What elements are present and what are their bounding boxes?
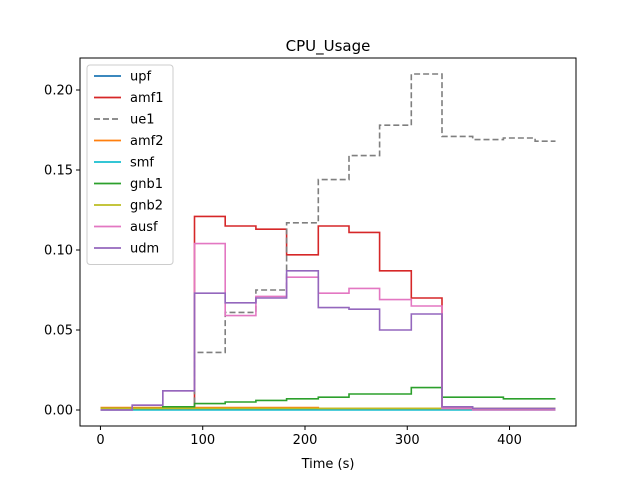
x-axis-ticks: 0 100 200 300 400	[96, 426, 522, 448]
legend-label-smf: smf	[130, 156, 154, 171]
y-tick-label: 0.20	[44, 84, 73, 99]
x-tick-label: 200	[293, 433, 318, 448]
y-tick-label: 0.05	[44, 324, 73, 339]
y-tick-label: 0.10	[44, 244, 73, 259]
series-line-udm	[100, 270, 556, 411]
y-tick-label: 0.15	[44, 164, 73, 179]
legend-label-upf: upf	[130, 70, 151, 85]
chart-title: CPU_Usage	[286, 37, 371, 56]
legend-label-amf1: amf1	[130, 91, 163, 106]
x-tick-label: 100	[190, 433, 215, 448]
plot-series	[100, 73, 556, 411]
y-axis-ticks: 0.00 0.05 0.10 0.15 0.20	[44, 84, 80, 419]
legend: upf amf1 ue1 amf2 smf gnb1 gnb2 ausf udm	[86, 64, 174, 265]
legend-label-amf2: amf2	[130, 134, 163, 149]
legend-label-gnb2: gnb2	[130, 199, 163, 214]
legend-label-ausf: ausf	[130, 220, 158, 235]
x-tick-label: 300	[395, 433, 420, 448]
legend-label-udm: udm	[130, 242, 159, 257]
x-axis-title: Time (s)	[301, 457, 355, 472]
plot-area-frame	[79, 57, 577, 427]
x-tick-label: 400	[497, 433, 522, 448]
legend-box	[86, 64, 174, 265]
legend-label-gnb1: gnb1	[130, 177, 163, 192]
x-tick-label: 0	[96, 433, 104, 448]
series-line-ue1	[100, 73, 556, 410]
y-tick-label: 0.00	[44, 404, 73, 419]
legend-label-ue1: ue1	[130, 113, 155, 128]
series-line-gnb1	[100, 386, 556, 410]
